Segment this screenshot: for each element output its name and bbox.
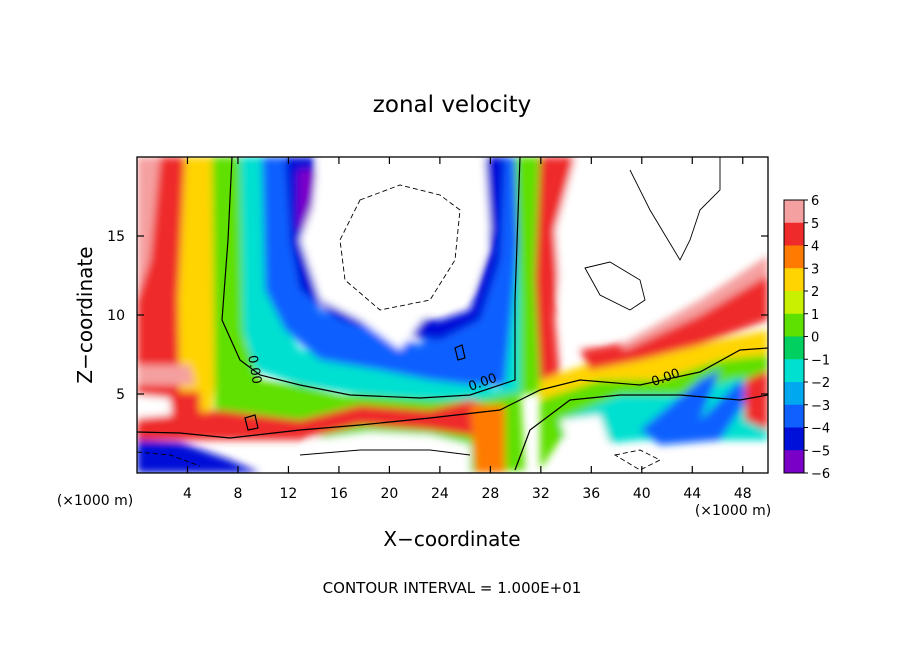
colorbar-swatch xyxy=(784,382,804,406)
right-blue-streaks xyxy=(640,370,750,445)
left-white-core xyxy=(137,395,172,418)
contour-label: 0.00 xyxy=(244,354,264,385)
lower-white-core xyxy=(300,432,470,473)
zero-contour-bottom xyxy=(514,394,768,471)
colorbar-swatch xyxy=(784,404,804,428)
colorbar-tick-label: 4 xyxy=(811,240,819,255)
x-tick-label: 32 xyxy=(532,486,550,502)
contour-lines xyxy=(137,157,768,471)
colorbar-swatch xyxy=(784,359,804,383)
colorbar-tick-label: −3 xyxy=(811,399,830,414)
x-tick-label: 8 xyxy=(233,486,242,502)
colorbar-tick-label: 6 xyxy=(811,194,819,209)
thin-contour-right xyxy=(629,157,721,261)
x-unit-label-right: (×1000 m) xyxy=(695,503,771,519)
colorbar-tick-label: −5 xyxy=(811,444,830,459)
colorbar-swatch xyxy=(784,291,804,315)
chart-title: zonal velocity xyxy=(373,92,531,118)
colorbar xyxy=(783,199,805,474)
colorbar-tick-label: 5 xyxy=(811,217,819,232)
x-tick-label: 24 xyxy=(431,486,449,502)
x-axis-ticks: 4 8 12 16 20 24 28 32 36 40 44 48 xyxy=(183,157,752,502)
colorbar-tick-label: −6 xyxy=(811,467,830,482)
thin-contour-bottom xyxy=(299,449,471,456)
colorbar-swatch xyxy=(784,222,804,246)
colorbar-swatch xyxy=(784,427,804,451)
y-axis-title: Z−coordinate xyxy=(73,246,97,383)
y-tick-label: 5 xyxy=(116,387,125,403)
dashed-contour-upper xyxy=(339,184,461,311)
colorbar-tick-label: −2 xyxy=(811,376,830,391)
right-red-column xyxy=(535,157,580,380)
colorbar-swatch xyxy=(784,313,804,337)
bottom-left-blue xyxy=(137,440,260,473)
contour-interval-footer: CONTOUR INTERVAL = 1.000E+01 xyxy=(323,579,582,597)
left-mid-pink xyxy=(137,365,195,385)
y-tick-label: 10 xyxy=(107,308,125,324)
small-loop-b xyxy=(244,414,259,431)
colorbar-swatch xyxy=(784,268,804,292)
zero-contour-left xyxy=(221,157,521,399)
colorbar-tick-label: 0 xyxy=(811,331,819,346)
x-tick-label: 36 xyxy=(582,486,600,502)
dashed-contour-bottomleft xyxy=(137,451,201,467)
right-lower-white xyxy=(560,415,610,450)
colorbar-tick-label: 2 xyxy=(811,285,819,300)
zero-contour-lower xyxy=(137,347,768,439)
right-edge-red xyxy=(745,370,768,430)
x-tick-label: 48 xyxy=(734,486,752,502)
x-unit-label-left: (×1000 m) xyxy=(57,493,133,509)
orange-stem xyxy=(470,405,505,473)
thin-contour-loop xyxy=(584,261,646,311)
red-lower-band xyxy=(137,400,500,440)
x-tick-label: 12 xyxy=(280,486,298,502)
green-band xyxy=(212,157,525,473)
small-loop-a xyxy=(454,344,466,361)
x-tick-label: 20 xyxy=(380,486,398,502)
right-pink xyxy=(620,255,768,350)
right-white-core xyxy=(555,157,768,340)
y-tick-label: 15 xyxy=(107,229,125,245)
x-tick-label: 16 xyxy=(330,486,348,502)
colorbar-swatch xyxy=(784,245,804,269)
colorbar-swatch xyxy=(784,450,804,474)
left-pink-edge xyxy=(137,157,160,300)
colorbar-tick-labels: 6 5 4 3 2 1 0 −1 −2 −3 −4 −5 −6 xyxy=(804,194,830,482)
y-axis-ticks: 5 10 15 xyxy=(107,229,768,403)
colorbar-tick-label: −4 xyxy=(811,422,830,437)
colorbar-swatch xyxy=(784,336,804,360)
heatmap-field: 0.00 0.00 0.00 xyxy=(137,157,768,473)
x-tick-label: 28 xyxy=(481,486,499,502)
colorbar-swatch xyxy=(784,200,804,224)
dashed-contour-right xyxy=(613,449,662,471)
colorbar-tick-label: 3 xyxy=(811,262,819,277)
colorbar-tick-label: −1 xyxy=(811,353,830,368)
upper-white-core xyxy=(300,157,490,350)
x-tick-label: 40 xyxy=(633,486,651,502)
colorbar-tick-label: 1 xyxy=(811,308,819,323)
x-tick-label: 44 xyxy=(683,486,701,502)
x-axis-title: X−coordinate xyxy=(383,527,520,551)
x-tick-label: 4 xyxy=(183,486,192,502)
